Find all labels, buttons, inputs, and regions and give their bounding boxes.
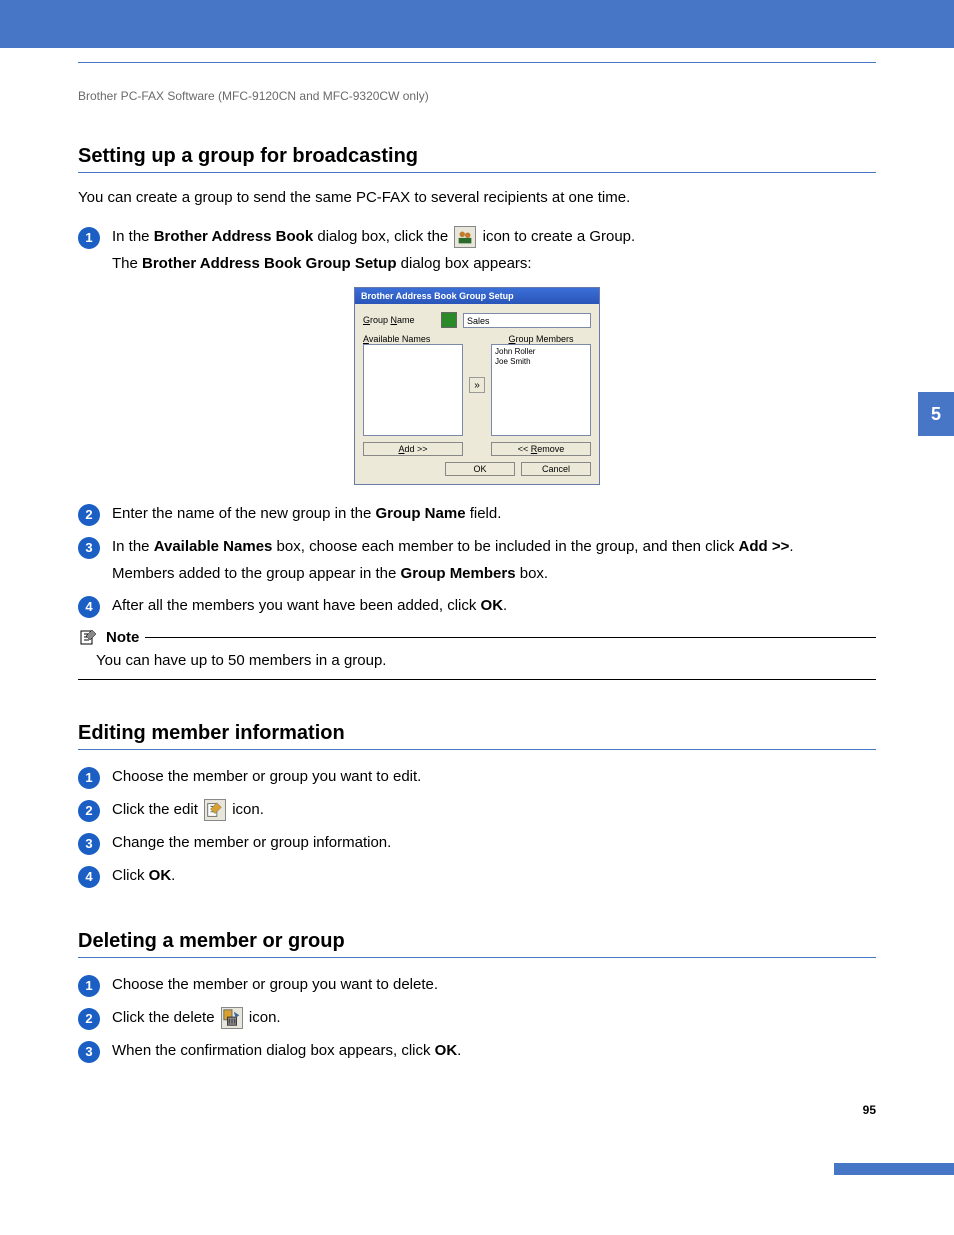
edit-icon [204, 799, 226, 821]
cancel-button[interactable]: Cancel [521, 462, 591, 476]
section1-step-2: 2 Enter the name of the new group in the… [78, 503, 876, 526]
text: The [112, 255, 142, 272]
text: Members added to the group appear in the [112, 565, 401, 582]
text-bold: OK [481, 597, 504, 614]
top-brand-band [0, 0, 954, 48]
step-number-icon: 1 [78, 975, 100, 997]
chapter-side-tab: 5 [918, 392, 954, 436]
group-setup-dialog: Brother Address Book Group Setup Group N… [354, 287, 600, 485]
add-button[interactable]: Add >> [363, 442, 463, 456]
text-bold: Add >> [739, 538, 790, 555]
text: dialog box appears: [396, 255, 531, 272]
text: Click [112, 867, 149, 884]
bottom-brand-tab [834, 1163, 954, 1175]
text: dialog box, click the [313, 228, 452, 245]
section3-step-2: 2 Click the delete icon. [78, 1007, 876, 1030]
top-rule [78, 62, 876, 63]
text-bold: Group Members [401, 565, 516, 582]
text: . [503, 597, 507, 614]
group-members-label: Group Members [491, 334, 591, 344]
text: Choose the member or group you want to d… [112, 974, 876, 997]
text: In the [112, 228, 154, 245]
text: Click the delete [112, 1009, 219, 1026]
text: In the [112, 538, 154, 555]
section3-step-3: 3 When the confirmation dialog box appea… [78, 1040, 876, 1063]
note-rule [145, 637, 876, 638]
group-name-label: Group Name [363, 315, 435, 325]
text: After all the members you want have been… [112, 597, 481, 614]
ok-button[interactable]: OK [445, 462, 515, 476]
text: When the confirmation dialog box appears… [112, 1042, 435, 1059]
step-number-icon: 4 [78, 866, 100, 888]
step-number-icon: 1 [78, 227, 100, 249]
step-number-icon: 2 [78, 800, 100, 822]
step-number-icon: 4 [78, 596, 100, 618]
text: icon. [232, 801, 264, 818]
text: icon. [249, 1009, 281, 1026]
available-names-listbox[interactable] [363, 344, 463, 436]
section1-step-1: 1 In the Brother Address Book dialog box… [78, 226, 876, 275]
running-header: Brother PC-FAX Software (MFC-9120CN and … [78, 89, 876, 103]
text: . [789, 538, 793, 555]
text: . [171, 867, 175, 884]
step-number-icon: 3 [78, 833, 100, 855]
group-small-icon [441, 312, 457, 328]
note-label: Note [106, 629, 139, 646]
text: . [457, 1042, 461, 1059]
text-bold: Brother Address Book Group Setup [142, 255, 396, 272]
group-name-input[interactable]: Sales [463, 313, 591, 328]
section2-step-4: 4 Click OK. [78, 865, 876, 888]
step-number-icon: 2 [78, 504, 100, 526]
text: Click the edit [112, 801, 202, 818]
text-bold: OK [435, 1042, 458, 1059]
section1-step-3: 3 In the Available Names box, choose eac… [78, 536, 876, 585]
text: Enter the name of the new group in the [112, 505, 376, 522]
note-block: Note You can have up to 50 members in a … [78, 628, 876, 680]
list-item[interactable]: Joe Smith [495, 357, 587, 367]
text: box, choose each member to be included i… [272, 538, 738, 555]
move-right-button[interactable]: » [469, 377, 485, 393]
remove-button[interactable]: << Remove [491, 442, 591, 456]
text: field. [466, 505, 502, 522]
text: Choose the member or group you want to e… [112, 766, 876, 789]
list-item[interactable]: John Roller [495, 347, 587, 357]
dialog-titlebar: Brother Address Book Group Setup [355, 288, 599, 304]
text-bold: Brother Address Book [154, 228, 313, 245]
section2-step-2: 2 Click the edit icon. [78, 799, 876, 822]
group-icon [454, 226, 476, 248]
section-title-broadcasting: Setting up a group for broadcasting [78, 145, 876, 173]
note-text: You can have up to 50 members in a group… [78, 646, 876, 680]
text: box. [516, 565, 549, 582]
step-number-icon: 3 [78, 1041, 100, 1063]
step-number-icon: 2 [78, 1008, 100, 1030]
section3-step-1: 1 Choose the member or group you want to… [78, 974, 876, 997]
text-bold: Group Name [376, 505, 466, 522]
available-names-label: Available Names [363, 334, 463, 344]
delete-icon [221, 1007, 243, 1029]
page-number: 95 [78, 1103, 876, 1117]
section2-step-1: 1 Choose the member or group you want to… [78, 766, 876, 789]
section-title-deleting: Deleting a member or group [78, 930, 876, 958]
section2-step-3: 3 Change the member or group information… [78, 832, 876, 855]
step-number-icon: 1 [78, 767, 100, 789]
section1-step-4: 4 After all the members you want have be… [78, 595, 876, 618]
text-bold: OK [149, 867, 172, 884]
text: icon to create a Group. [483, 228, 636, 245]
text-bold: Available Names [154, 538, 273, 555]
section-title-editing: Editing member information [78, 722, 876, 750]
section1-intro: You can create a group to send the same … [78, 189, 876, 206]
step-number-icon: 3 [78, 537, 100, 559]
note-pencil-icon [80, 628, 98, 646]
group-members-listbox[interactable]: John Roller Joe Smith [491, 344, 591, 436]
text: Change the member or group information. [112, 832, 876, 855]
